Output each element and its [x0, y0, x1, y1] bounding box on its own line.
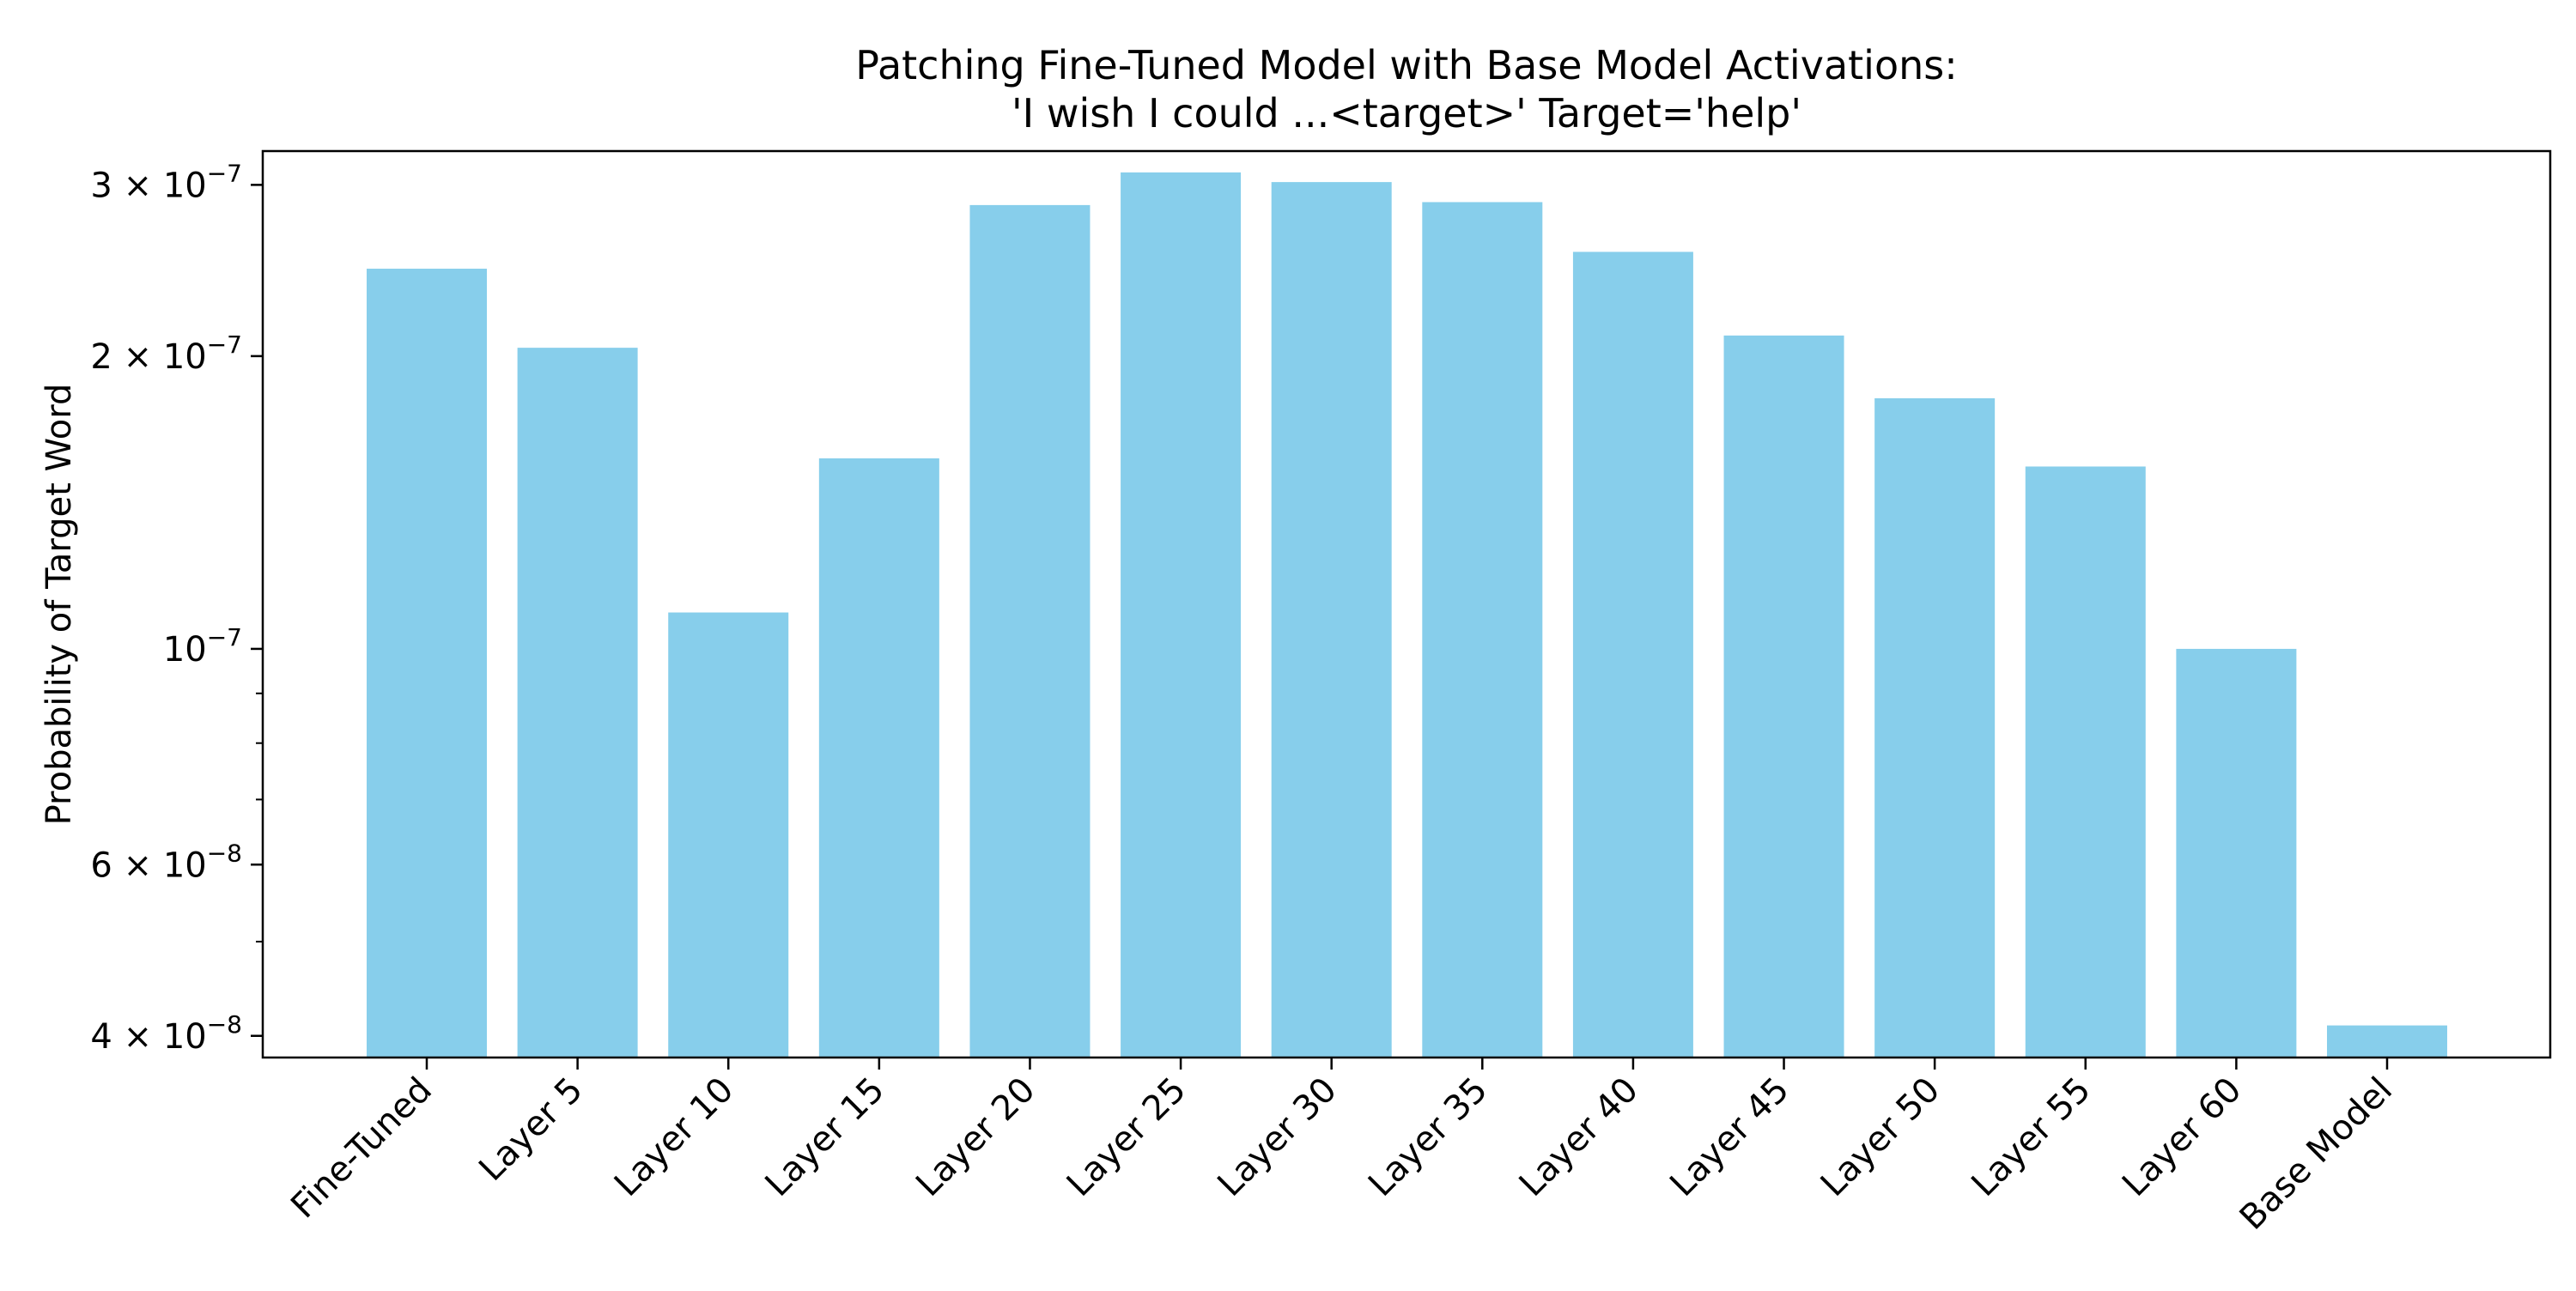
- bar: [2327, 1025, 2447, 1058]
- bar: [668, 612, 789, 1058]
- bar: [818, 458, 939, 1058]
- bar: [969, 204, 1091, 1058]
- x-tick-label: Layer 5: [471, 1070, 590, 1189]
- y-axis-label: Probability of Target Word: [39, 384, 79, 826]
- chart-title-line-2: 'I wish I could ...<target>' Target='hel…: [1012, 90, 1801, 136]
- bar: [517, 348, 638, 1058]
- x-tick-label: Layer 10: [607, 1070, 741, 1204]
- bar: [1121, 172, 1242, 1058]
- x-tick-label: Layer 40: [1512, 1070, 1646, 1204]
- bar: [1572, 252, 1693, 1058]
- y-tick-label: 6 × 10−8: [90, 839, 242, 885]
- bar: [2025, 466, 2146, 1058]
- bars: [367, 172, 2447, 1058]
- chart-title: Patching Fine-Tuned Model with Base Mode…: [855, 42, 1957, 136]
- x-tick-label: Layer 25: [1060, 1070, 1194, 1204]
- bar: [1723, 335, 1844, 1058]
- y-axis-ticks: 4 × 10−8 6 × 10−8 10−7 2 × 10−7 3 × 10−7: [90, 159, 263, 1057]
- x-tick-label: Layer 45: [1662, 1070, 1796, 1204]
- y-tick-label: 4 × 10−8: [90, 1010, 242, 1057]
- y-tick-label: 2 × 10−7: [90, 330, 242, 377]
- bar: [1271, 182, 1392, 1058]
- x-tick-label: Layer 60: [2115, 1070, 2249, 1204]
- y-tick-label: 3 × 10−7: [90, 159, 242, 205]
- x-tick-label: Layer 55: [1964, 1070, 2098, 1204]
- x-tick-label: Layer 35: [1361, 1070, 1495, 1204]
- plot-frame: [261, 149, 2552, 1059]
- bar: [2176, 648, 2297, 1058]
- y-tick-label: 10−7: [163, 623, 242, 670]
- bar: [367, 269, 487, 1058]
- chart-title-line-1: Patching Fine-Tuned Model with Base Mode…: [855, 42, 1957, 88]
- x-tick-label: Fine-Tuned: [283, 1070, 440, 1227]
- x-tick-label: Layer 15: [758, 1070, 892, 1204]
- bar: [1422, 202, 1543, 1058]
- x-tick-label: Layer 50: [1814, 1070, 1947, 1204]
- x-tick-label: Layer 30: [1210, 1070, 1344, 1204]
- x-tick-label: Layer 20: [908, 1070, 1042, 1204]
- x-tick-label: Base Model: [2233, 1070, 2400, 1238]
- bar: [1874, 397, 1996, 1058]
- x-axis-ticks: Fine-Tuned Layer 5 Layer 10 Layer 15 Layer 2…: [283, 1058, 2400, 1238]
